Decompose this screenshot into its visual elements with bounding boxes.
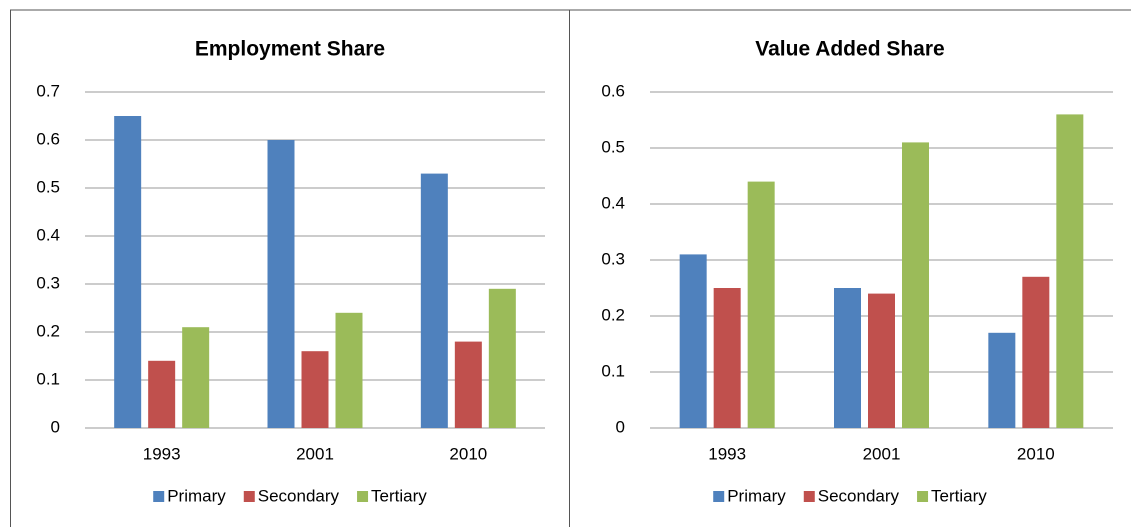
legend-swatch	[153, 491, 165, 502]
y-tick-label: 0.1	[36, 369, 60, 388]
bar	[713, 288, 741, 428]
bar	[679, 254, 707, 428]
bar	[114, 116, 142, 428]
y-tick-label: 0.6	[36, 129, 60, 148]
legend-swatch	[803, 491, 815, 502]
bar	[182, 327, 210, 428]
legend-label: Primary	[167, 486, 226, 505]
x-tick-label: 2001	[296, 444, 334, 463]
chart-title: Employment Share	[195, 38, 385, 61]
x-tick-label: 2010	[449, 444, 487, 463]
x-tick-label: 2010	[1017, 444, 1055, 463]
legend-swatch	[917, 491, 929, 502]
bar	[420, 173, 448, 428]
bar	[267, 140, 295, 428]
legend-swatch	[713, 491, 725, 502]
y-tick-label: 0.6	[601, 81, 625, 100]
x-tick-label: 1993	[143, 444, 181, 463]
bar	[335, 312, 363, 428]
x-tick-label: 1993	[708, 444, 746, 463]
bar	[747, 181, 775, 428]
y-tick-label: 0.2	[601, 305, 625, 324]
legend-label: Tertiary	[931, 486, 987, 505]
y-tick-label: 0.4	[601, 193, 625, 212]
bar	[902, 142, 929, 428]
y-tick-label: 0	[51, 417, 60, 436]
legend-label: Secondary	[818, 486, 900, 505]
bar	[834, 288, 861, 428]
bar	[868, 293, 895, 428]
y-tick-label: 0.3	[601, 249, 625, 268]
bar	[1056, 114, 1084, 429]
legend-label: Tertiary	[371, 486, 427, 505]
bar	[454, 341, 482, 428]
y-tick-label: 0.4	[36, 225, 60, 244]
y-tick-label: 0.5	[601, 137, 625, 156]
bar	[1022, 276, 1050, 428]
legend-swatch	[243, 491, 255, 502]
bar	[488, 288, 516, 428]
legend-label: Secondary	[258, 486, 340, 505]
y-tick-label: 0.5	[36, 177, 60, 196]
y-tick-label: 0	[616, 417, 625, 436]
y-tick-label: 0.3	[36, 273, 60, 292]
bar	[148, 360, 176, 428]
bar	[301, 351, 329, 428]
chart-title: Value Added Share	[755, 38, 944, 61]
legend-swatch	[357, 491, 369, 502]
x-tick-label: 2001	[863, 444, 901, 463]
bar	[988, 332, 1016, 428]
legend-label: Primary	[727, 486, 786, 505]
y-tick-label: 0.1	[601, 361, 625, 380]
y-tick-label: 0.7	[36, 81, 60, 100]
y-tick-label: 0.2	[36, 321, 60, 340]
